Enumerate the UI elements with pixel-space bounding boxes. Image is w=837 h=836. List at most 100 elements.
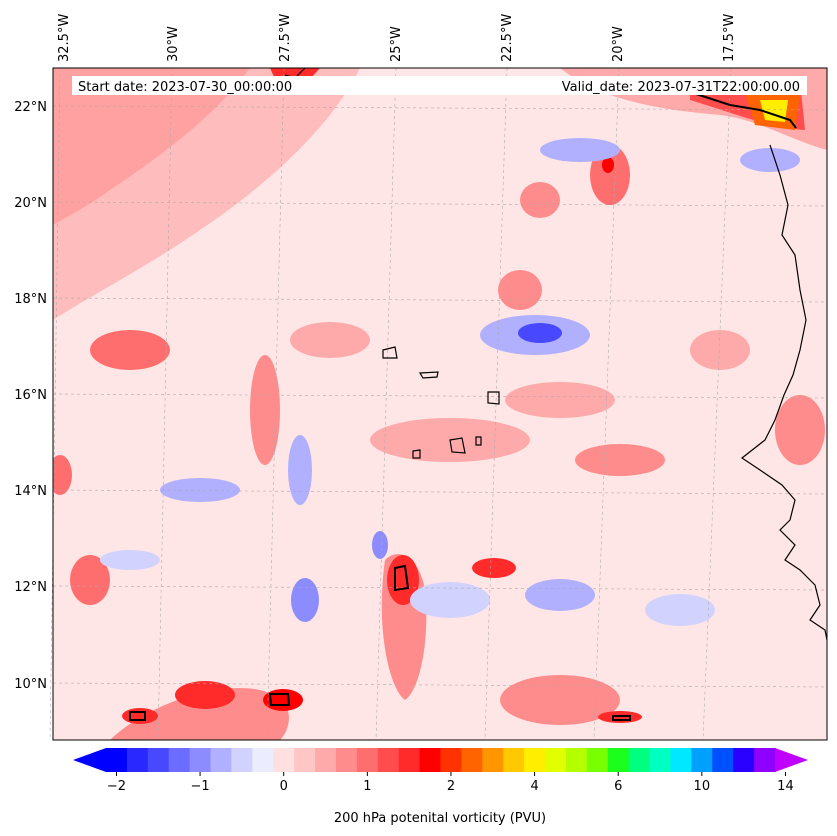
pv-patch [90,330,170,370]
lon-label: 17.5°W [722,14,737,62]
colorbar-tick-label: 0 [280,779,288,794]
colorbar-swatch [670,748,692,772]
colorbar-swatch [419,748,441,772]
colorbar-swatch [147,748,170,772]
colorbar-tick-label: 10 [694,779,711,794]
pv-low [160,478,240,502]
colorbar-swatch [482,748,504,772]
lat-label: 20°N [14,196,47,211]
colorbar-swatch [524,748,546,772]
colorbar-swatch [168,748,191,772]
colorbar-swatch [210,748,232,772]
lon-label: 20°W [611,26,626,62]
pv-low [645,594,715,626]
colorbar-ticks: −2 −1 0 1 2 4 6 10 14 [107,772,794,794]
colorbar-swatch [440,748,462,772]
colorbar-label: 200 hPa potenital vorticity (PVU) [334,811,546,826]
pv-patch-south-core [175,681,235,709]
colorbar-swatch [356,748,379,772]
colorbar-tick-label: 2 [447,779,455,794]
gridlines [49,67,828,741]
colorbar-swatches [106,748,776,772]
pv-low [100,550,160,570]
colorbar-swatch [294,748,316,772]
colorbar-swatch [398,748,421,772]
colorbar-swatch [733,748,755,772]
colorbar-extend-low [73,748,106,772]
valid-date-label: Valid_date: 2023-07-31T22:00:00.00 [562,80,800,95]
pv-patch [505,382,615,418]
colorbar-swatch [586,748,609,772]
pv-patch [575,444,665,476]
colorbar-swatch [273,748,295,772]
pv-low [372,531,388,559]
colorbar-swatch [252,748,274,772]
colorbar-swatch [189,748,212,772]
map-panel: Start date: 2023-07-30_00:00:00 Valid_da… [49,67,828,741]
lat-label: 22°N [14,100,47,115]
pv-patch [250,355,280,465]
pv-patch-core [602,157,614,173]
lon-label: 32.5°W [57,14,72,62]
colorbar-swatch [315,748,337,772]
colorbar-extend-high [775,748,808,772]
pv-patch [690,330,750,370]
colorbar-swatch [565,748,588,772]
pv-patch [70,555,110,605]
colorbar-tick-label: −2 [107,779,126,794]
colorbar-swatch [461,748,483,772]
colorbar: −2 −1 0 1 2 4 6 10 14 200 hPa potenital vorticit… [73,748,808,826]
lat-label: 10°N [14,677,47,692]
colorbar-swatch [691,748,713,772]
start-date-label: Start date: 2023-07-30_00:00:00 [78,80,292,95]
pv-patch [520,182,560,218]
lat-label: 18°N [14,292,47,307]
colorbar-swatch [106,748,128,772]
colorbar-swatch [754,748,776,772]
pv-low [410,582,490,618]
map-frame [52,67,828,741]
lon-label: 27.5°W [278,14,293,62]
latitude-labels: 22°N 20°N 18°N 16°N 14°N 12°N 10°N [14,100,47,692]
pv-low [525,579,595,611]
pv-patch-south-core [263,689,303,711]
colorbar-tick-label: 1 [363,779,371,794]
pv-low [291,578,319,622]
colorbar-tick-label: 14 [777,779,794,794]
lon-label: 22.5°W [500,14,515,62]
pv-patch [290,322,370,358]
pv-patch [775,395,825,465]
colorbar-swatch [335,748,358,772]
colorbar-swatch [231,748,253,772]
pv-low [740,148,800,172]
longitude-labels: 32.5°W 30°W 27.5°W 25°W 22.5°W 20°W 17.5… [57,14,737,62]
colorbar-tick-label: 6 [614,779,622,794]
lon-label: 25°W [389,26,404,62]
colorbar-swatch [607,748,630,772]
pv-band-south [110,688,289,740]
pv-field [53,68,827,740]
colorbar-swatch [545,748,567,772]
colorbar-swatch [377,748,400,772]
lat-label: 16°N [14,388,47,403]
header-strip [72,76,807,95]
pv-patch [472,558,516,578]
colorbar-swatch [503,748,525,772]
colorbar-tick-label: 4 [530,779,538,794]
pv-band-northwest-core [53,68,250,225]
colorbar-swatch [649,748,671,772]
colorbar-tick-label: −1 [190,779,209,794]
lat-label: 12°N [14,580,47,595]
pv-patch-south-core [122,708,158,724]
pv-patch [53,455,72,495]
pv-patch [500,675,620,725]
pv-low [540,138,620,162]
pv-low [288,435,312,505]
colorbar-swatch [712,748,734,772]
lat-label: 14°N [14,484,47,499]
pv-patch [498,270,542,310]
pv-low-core [518,323,562,343]
colorbar-swatch [126,748,149,772]
lon-label: 30°W [166,26,181,62]
